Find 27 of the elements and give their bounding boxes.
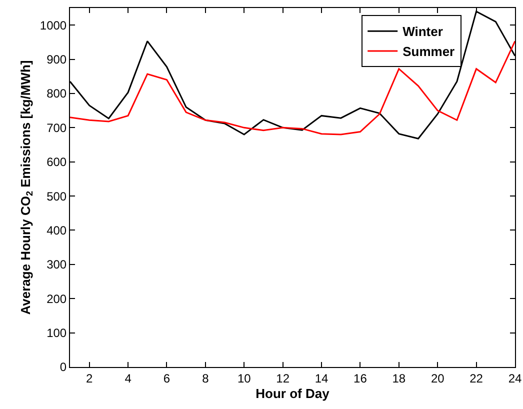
y-tick-label: 900 xyxy=(46,52,67,66)
y-tick-label: 700 xyxy=(46,120,67,135)
x-axis-title: Hour of Day xyxy=(256,386,330,401)
x-tick-label: 16 xyxy=(354,371,368,386)
y-tick-label: 400 xyxy=(46,223,67,238)
y-tick-label: 800 xyxy=(46,86,67,101)
y-tick-label: 1000 xyxy=(40,18,67,32)
x-tick-label: 20 xyxy=(430,371,445,386)
y-tick-label: 500 xyxy=(46,189,67,204)
legend-label: Winter xyxy=(402,24,443,40)
legend-label: Summer xyxy=(402,44,455,60)
y-tick-label: 0 xyxy=(60,360,67,374)
x-tick-label: 2 xyxy=(86,371,94,386)
line-series xyxy=(70,40,515,136)
x-tick-label: 24 xyxy=(508,371,522,386)
x-tick-label: 22 xyxy=(470,371,484,386)
x-tick-label: 10 xyxy=(237,371,252,386)
x-tick-label: 12 xyxy=(276,371,290,386)
y-tick-label: 100 xyxy=(46,326,67,340)
y-tick-label: 200 xyxy=(46,292,67,306)
x-tick-label: 4 xyxy=(124,371,132,386)
y-tick-label: 600 xyxy=(46,155,67,170)
x-tick-label: 8 xyxy=(202,371,210,386)
x-tick-label: 14 xyxy=(314,371,329,386)
x-tick-label: 6 xyxy=(163,371,170,386)
x-tick-label: 18 xyxy=(392,371,406,386)
y-tick-label: 300 xyxy=(46,258,67,272)
